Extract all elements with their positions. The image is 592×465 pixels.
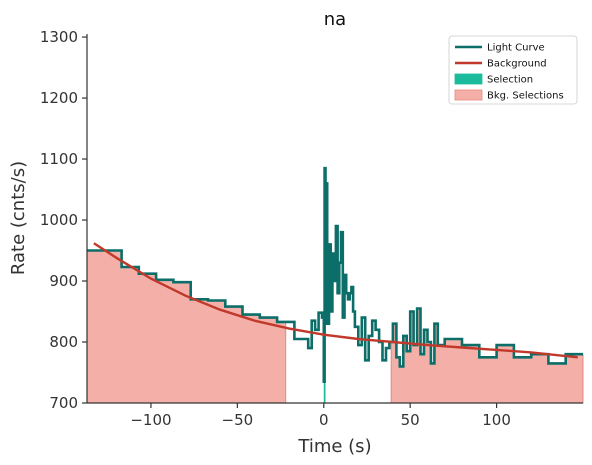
series-layer	[87, 166, 583, 383]
x-tick-label: 100	[482, 411, 511, 429]
y-tick-label: 800	[49, 333, 78, 351]
legend-label-3: Bkg. Selections	[487, 91, 564, 102]
background-model-line	[93, 242, 578, 359]
x-ticks: −100 −50 0 50 100	[130, 403, 511, 429]
chart-title: na	[324, 9, 346, 30]
x-tick-label: 0	[319, 411, 329, 429]
legend-swatch-2	[454, 73, 483, 85]
legend-items: Light Curve Background Selection Bkg. Selec…	[454, 43, 564, 102]
y-tick-label: 1200	[40, 89, 78, 107]
legend: Light Curve Background Selection Bkg. Selec…	[448, 35, 578, 105]
x-axis-label: Time (s)	[297, 436, 371, 457]
x-tick-label: −50	[222, 411, 254, 429]
y-tick-label: 1300	[40, 28, 78, 46]
y-axis-label: Rate (cnts/s)	[8, 161, 29, 275]
x-tick-label: 50	[401, 411, 420, 429]
light-curve-line	[87, 166, 583, 383]
legend-frame	[448, 35, 578, 105]
y-tick-label: 700	[49, 394, 78, 412]
y-ticks: 700 800 900 1000 1100 1200 1300	[40, 28, 87, 412]
y-tick-label: 900	[49, 272, 78, 290]
legend-label-0: Light Curve	[487, 43, 545, 54]
y-tick-label: 1100	[40, 150, 78, 168]
y-tick-label: 1000	[40, 211, 78, 229]
legend-label-1: Background	[487, 59, 547, 70]
legend-swatch-3	[454, 89, 483, 101]
bkg-selection-area-0	[86, 250, 287, 404]
x-tick-label: −100	[130, 411, 171, 429]
legend-label-2: Selection	[487, 75, 533, 86]
